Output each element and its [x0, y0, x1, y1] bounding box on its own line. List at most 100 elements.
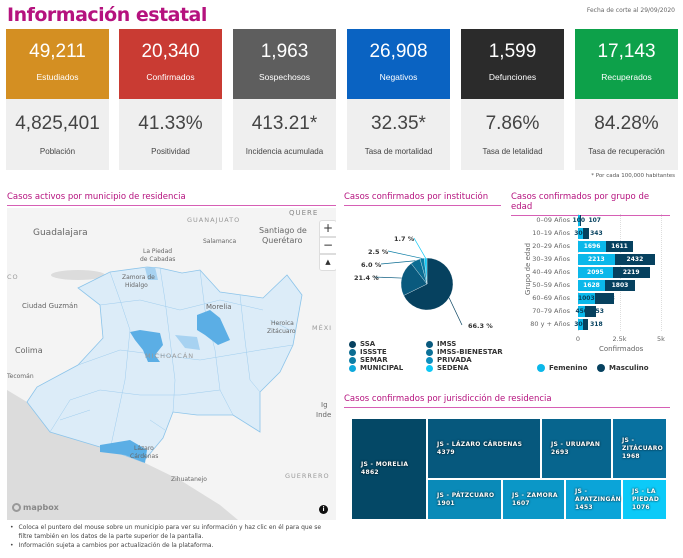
- michoacan-state: [26, 266, 303, 463]
- card-header: 20,340 Confirmados: [119, 29, 222, 99]
- mapbox-logo[interactable]: mapbox: [12, 503, 59, 512]
- page-title: Información estatal: [7, 4, 207, 26]
- bar-data-label: 1803: [611, 282, 629, 289]
- treemap-name: JS - PÁTZCUARO: [437, 491, 495, 499]
- treemap-name: JS - ZAMORA: [512, 491, 558, 499]
- stat-card[interactable]: 20,340 Confirmados 41.33% Positividad: [119, 29, 222, 170]
- bar-femenino[interactable]: [578, 228, 583, 239]
- compass-button[interactable]: ▲: [319, 254, 336, 271]
- bar-femenino[interactable]: [578, 241, 607, 252]
- bar-femenino[interactable]: [578, 280, 606, 291]
- pie-label: 6.0 %: [361, 261, 382, 269]
- map-label: Heroica: [271, 320, 294, 327]
- highlight-morelia: [197, 310, 230, 345]
- stat-value: 84.28%: [594, 113, 659, 134]
- x-tick-label: 2.5k: [612, 335, 627, 343]
- map-label: Querétaro: [262, 236, 303, 245]
- treemap-cell[interactable]: JS - MORELIA 4862: [351, 418, 427, 520]
- legend-item-semar[interactable]: SEMAR: [349, 356, 388, 364]
- stat-label: Positividad: [151, 147, 190, 156]
- stat-card[interactable]: 17,143 Recuperados 84.28% Tasa de recupe…: [575, 29, 678, 170]
- highlight-lazaro: [100, 440, 147, 463]
- bar-data-label: 2213: [588, 256, 605, 263]
- map-label: Guadalajara: [33, 228, 88, 238]
- bar-masculino[interactable]: [594, 293, 615, 304]
- bar-masculino[interactable]: [614, 254, 656, 265]
- legend-masculino[interactable]: Masculino: [597, 364, 649, 372]
- age-title: Casos confirmados por grupo de edad: [511, 192, 670, 216]
- legend-label: MUNICIPAL: [360, 364, 404, 372]
- pie-slice-sedena[interactable]: [424, 257, 428, 285]
- highlight-la-piedad: [145, 267, 158, 280]
- legend-item-sedena[interactable]: SEDENA: [426, 364, 469, 372]
- institution-title: Casos confirmados por institución: [344, 192, 501, 206]
- treemap-name: JS - APATZINGÁN: [575, 487, 621, 503]
- y-tick-label: 0–09 Años: [536, 216, 570, 224]
- ocean: [7, 390, 238, 520]
- treemap-cell[interactable]: JS - APATZINGÁN 1453: [565, 479, 622, 520]
- treemap-name: JS - URUAPAN: [551, 440, 601, 448]
- bar-femenino[interactable]: [578, 293, 595, 304]
- map-label: de Cabadas: [140, 256, 176, 263]
- bar-femenino[interactable]: [578, 254, 615, 265]
- mapbox-logo-icon: [12, 503, 21, 512]
- treemap-cell[interactable]: JS - ZAMORA 1607: [502, 479, 565, 520]
- bar-masculino[interactable]: [582, 228, 589, 239]
- pie-slice-imss[interactable]: [400, 263, 428, 296]
- treemap-value: 1968: [622, 452, 640, 460]
- legend-item-municipal[interactable]: MUNICIPAL: [349, 364, 403, 372]
- stat-label: Tasa de mortalidad: [364, 147, 433, 156]
- treemap-cell[interactable]: JS - URUAPAN 2693: [541, 418, 612, 479]
- treemap-cell[interactable]: JS - LÁZARO CÁRDENAS 4379: [427, 418, 541, 479]
- info-icon[interactable]: i: [319, 505, 328, 514]
- bar-data-label: 2095: [587, 269, 604, 276]
- bar-masculino[interactable]: [582, 319, 589, 330]
- note-1: Coloca el puntero del mouse sobre un mun…: [18, 524, 322, 540]
- map-label: Lázaro: [134, 445, 154, 452]
- legend-femenino[interactable]: Femenino: [537, 364, 587, 372]
- footnote: * Por cada 100,000 habitantes: [591, 173, 675, 179]
- stat-label: Incidencia acumulada: [245, 147, 324, 156]
- treemap-cell[interactable]: JS - PÁTZCUARO 1901: [427, 479, 502, 520]
- bar-masculino[interactable]: [605, 280, 635, 291]
- bar-masculino[interactable]: [585, 306, 597, 317]
- card-header: 49,211 Estudiados: [6, 29, 109, 99]
- pie-slice-ssa[interactable]: [403, 257, 454, 311]
- legend-item-issste[interactable]: ISSSTE: [349, 348, 387, 356]
- stat-value: 4,825,401: [15, 113, 100, 134]
- map[interactable]: GUANAJUATO Guadalajara Santiago de Queré…: [7, 208, 336, 520]
- zoom-out-button[interactable]: −: [319, 237, 336, 254]
- legend-item-ssa[interactable]: SSA: [349, 340, 375, 348]
- map-canvas[interactable]: [7, 208, 336, 520]
- legend-label: IMSS: [437, 340, 457, 348]
- zoom-in-button[interactable]: +: [319, 220, 336, 237]
- bar-masculino[interactable]: [606, 241, 633, 252]
- map-label: MÉXI: [312, 324, 333, 332]
- legend-item-imss-bienestar[interactable]: IMSS-BIENESTAR: [426, 348, 503, 356]
- legend-item-imss[interactable]: IMSS: [426, 340, 456, 348]
- stat-card[interactable]: 1,963 Sospechosos 413.21* Incidencia acu…: [233, 29, 336, 170]
- map-label: La Piedad: [143, 248, 173, 255]
- bar-femenino[interactable]: [578, 319, 583, 330]
- x-tick-label: 0: [575, 335, 581, 343]
- treemap-name: JS - MORELIA: [361, 461, 409, 468]
- stat-card[interactable]: 49,211 Estudiados 4,825,401 Población: [6, 29, 109, 170]
- bar-femenino[interactable]: [578, 306, 586, 317]
- legend-dot: [537, 364, 545, 372]
- treemap-cell[interactable]: JS - ZITÁCUARO 1968: [612, 418, 667, 479]
- bar-femenino[interactable]: [578, 267, 613, 278]
- bar-data-label: 1173: [598, 295, 615, 302]
- bar-data-label: 1611: [611, 243, 628, 250]
- bar-femenino[interactable]: [578, 215, 580, 226]
- legend-label: SEMAR: [360, 356, 388, 364]
- stat-card[interactable]: 1,599 Defunciones 7.86% Tasa de letalida…: [461, 29, 564, 170]
- treemap-value: 1607: [512, 499, 530, 507]
- treemap-cell[interactable]: JS - LA PIEDAD 1076: [622, 479, 667, 520]
- pie-label: 21.4 %: [354, 274, 379, 282]
- bar-masculino[interactable]: [612, 267, 650, 278]
- card-stat: 4,825,401 Población: [6, 99, 109, 170]
- bar-masculino[interactable]: [579, 215, 582, 226]
- stat-card[interactable]: 26,908 Negativos 32.35* Tasa de mortalid…: [347, 29, 450, 170]
- y-tick-label: 10–19 Años: [532, 229, 570, 237]
- legend-item-privada[interactable]: PRIVADA: [426, 356, 472, 364]
